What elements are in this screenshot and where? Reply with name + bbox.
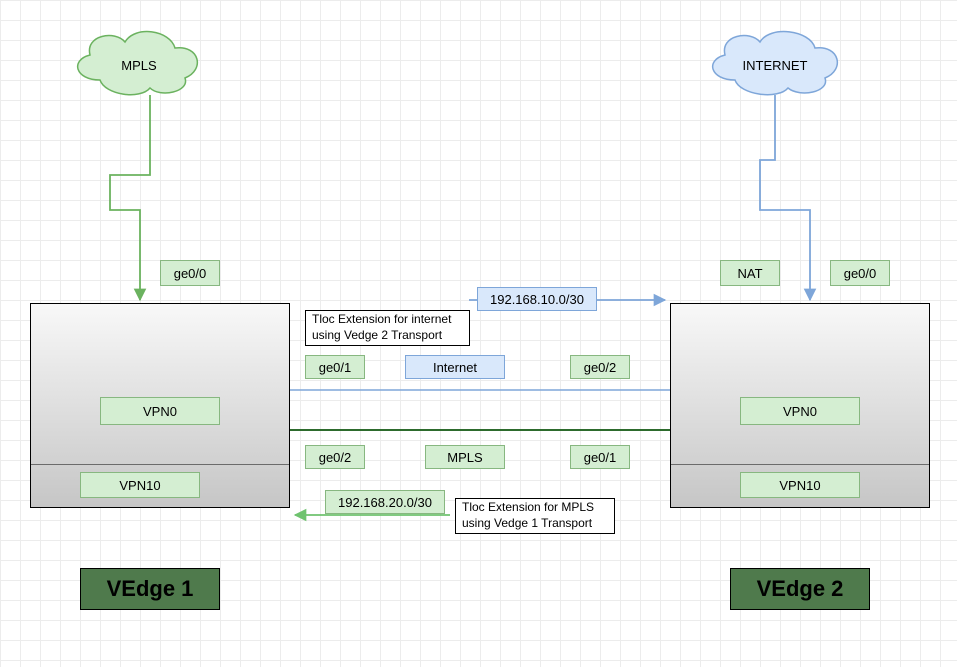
internet-cloud: INTERNET [713,32,838,95]
vedge2-title: VEdge 2 [730,568,870,610]
subnet-10: 192.168.10.0/30 [477,287,597,311]
v2-ge00: ge0/0 [830,260,890,286]
subnet-20: 192.168.20.0/30 [325,490,445,514]
vedge1-vpn0: VPN0 [100,397,220,425]
mid-ge01-right: ge0/1 [570,445,630,469]
tloc-mpls-note: Tloc Extension for MPLS using Vedge 1 Tr… [455,498,615,534]
v2-nat: NAT [720,260,780,286]
tloc-internet-note: Tloc Extension for internet using Vedge … [305,310,470,346]
vedge1-vpn10: VPN10 [80,472,200,498]
mid-internet: Internet [405,355,505,379]
mid-ge01-left: ge0/1 [305,355,365,379]
mpls-cloud-label: MPLS [121,58,157,73]
mid-ge02-right: ge0/2 [570,355,630,379]
mpls-cloud: MPLS [78,32,198,95]
vedge2-vpn10: VPN10 [740,472,860,498]
v1-ge00: ge0/0 [160,260,220,286]
vedge2-vpn0: VPN0 [740,397,860,425]
vedge1-title: VEdge 1 [80,568,220,610]
internet-cloud-label: INTERNET [743,58,808,73]
mid-mpls: MPLS [425,445,505,469]
mid-ge02-left: ge0/2 [305,445,365,469]
